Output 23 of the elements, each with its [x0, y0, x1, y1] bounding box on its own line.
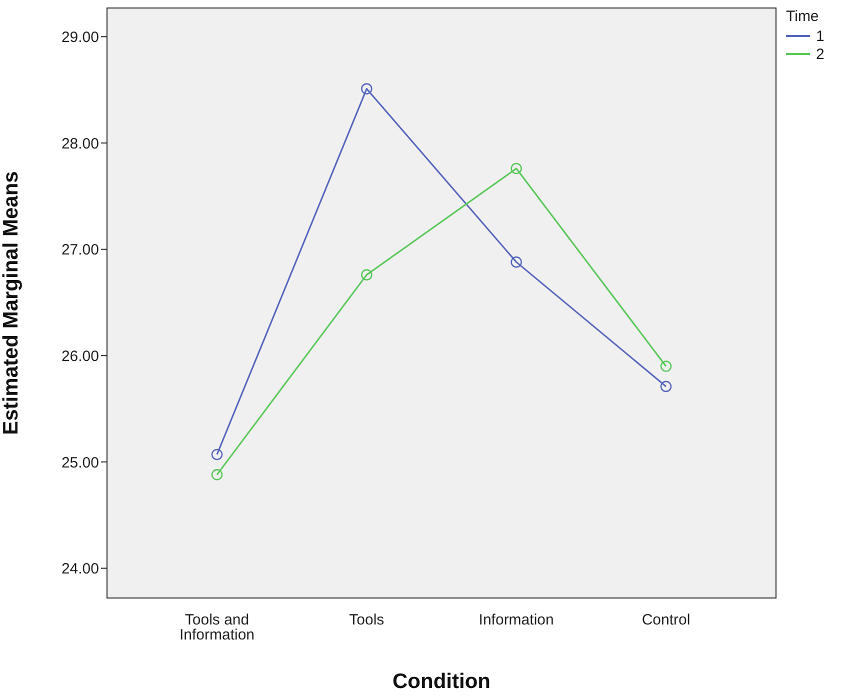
legend-label: 2 [816, 46, 824, 62]
point [361, 269, 372, 280]
point [660, 380, 672, 392]
x-tick-label: Tools and Information [179, 612, 255, 644]
point [211, 448, 223, 460]
y-axis-title: Estimated Marginal Means [0, 171, 22, 435]
point [211, 469, 223, 480]
point [361, 83, 372, 94]
x-tick-label: Information [478, 612, 554, 629]
x-tick-label: Tools [349, 612, 384, 629]
y-tick-label: 24.00 [61, 560, 99, 578]
y-tick-label: 25.00 [61, 454, 99, 472]
y-tick-label: 26.00 [61, 348, 99, 365]
y-tick-label: 27.00 [61, 242, 99, 259]
point [660, 360, 672, 372]
point [510, 162, 522, 174]
x-axis-title: Condition [392, 670, 490, 693]
y-tick-label: 28.00 [61, 135, 99, 152]
legend-title: Time [786, 8, 820, 25]
x-tick-label: Control [642, 612, 690, 629]
y-tick-label: 29.00 [61, 29, 99, 46]
point [510, 256, 522, 268]
legend-label: 1 [816, 28, 824, 44]
